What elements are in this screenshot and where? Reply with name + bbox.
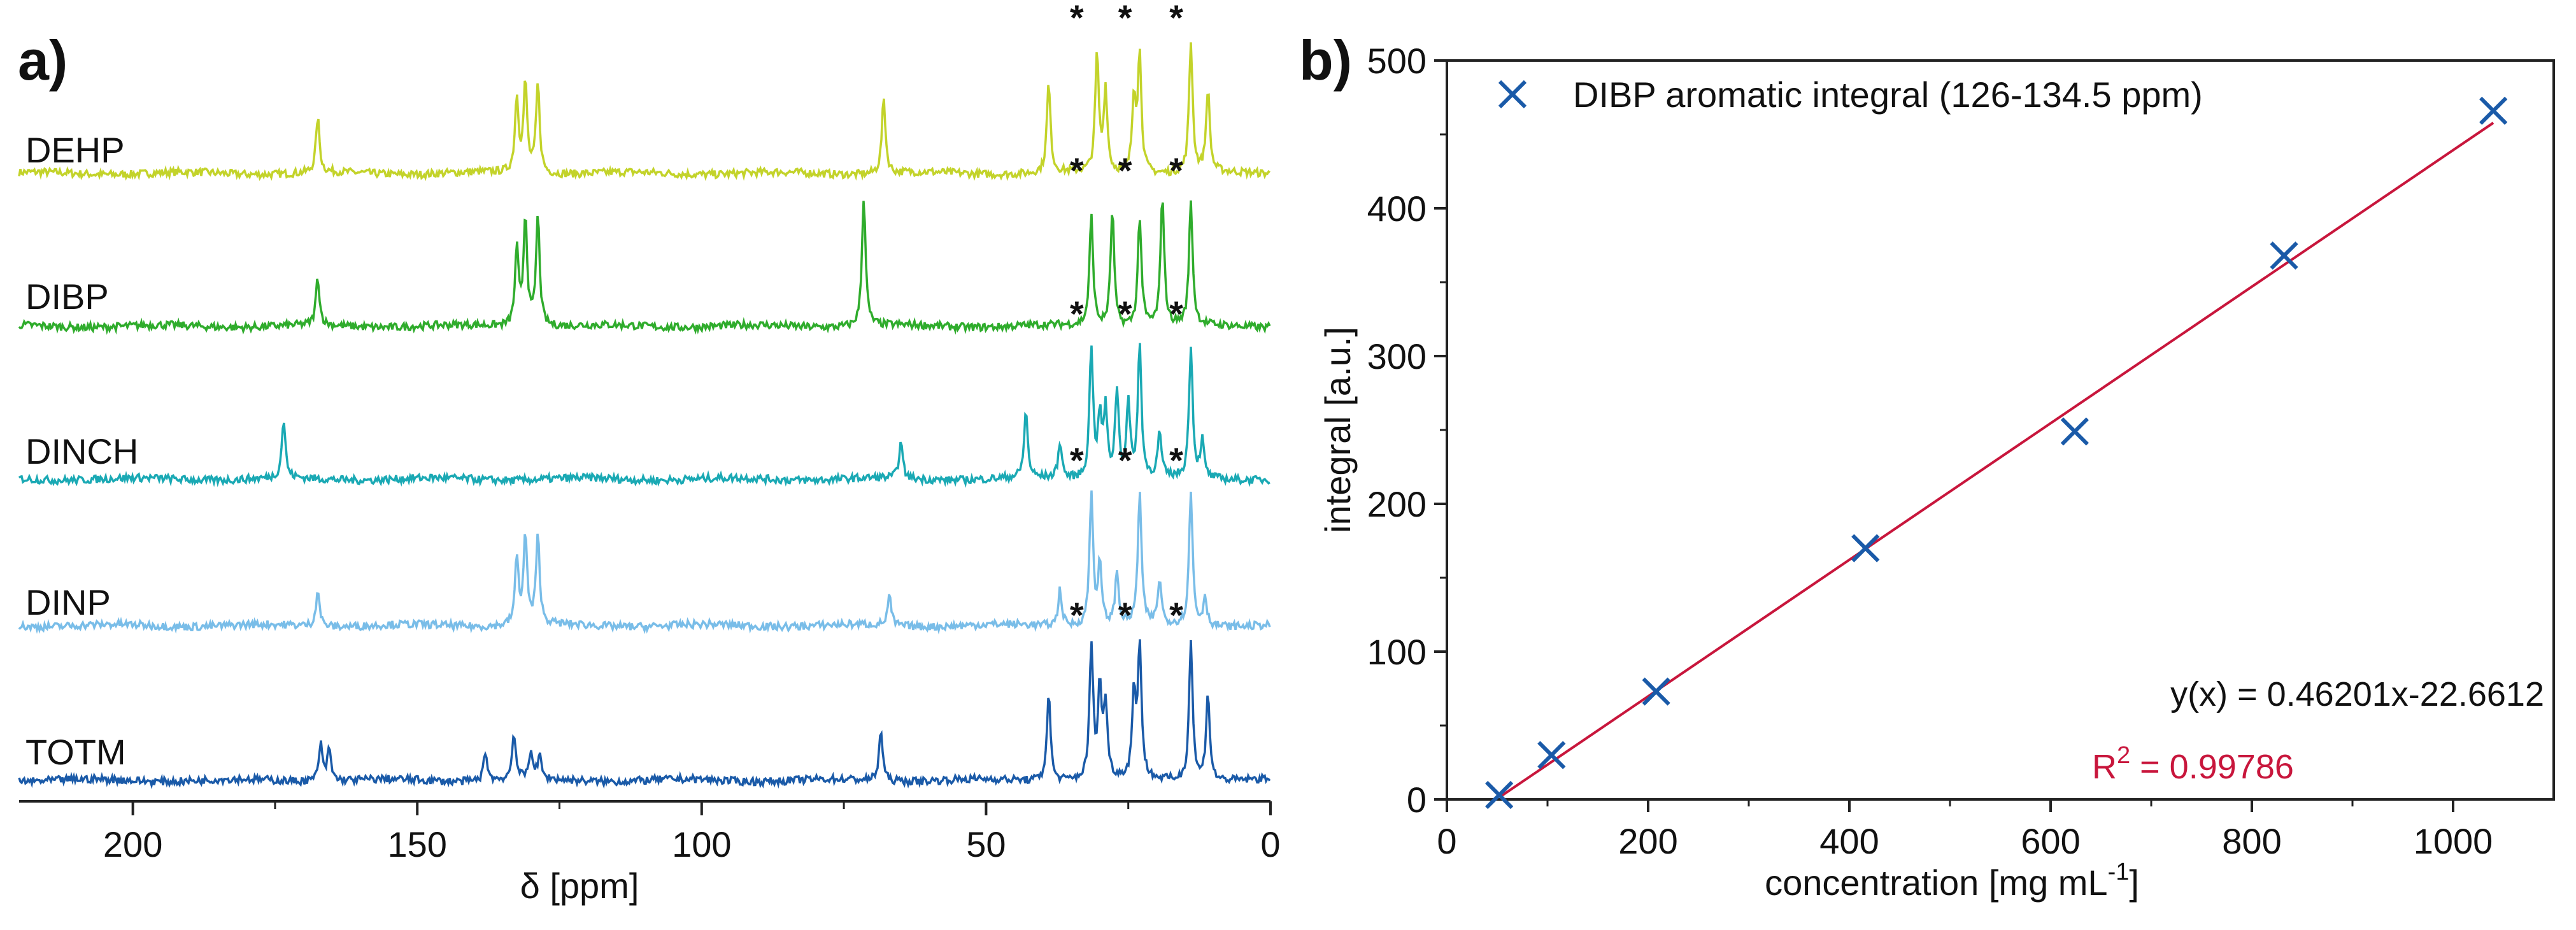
b-y-tick-label: 300	[1367, 336, 1427, 376]
spectrum-label-dinp: DINP	[25, 582, 111, 622]
peak-marker-dibp-1: *	[1118, 150, 1132, 190]
x-label-main: concentration [mg mL	[1765, 862, 2107, 903]
legend-entry-label: DIBP aromatic integral (126-134.5 ppm)	[1573, 75, 2203, 115]
b-x-tick-label: 0	[1437, 821, 1456, 861]
legend-marker-cross	[1498, 80, 1527, 109]
peak-marker-dibp-2: *	[1169, 150, 1183, 190]
a-tick-label: 0	[1260, 824, 1280, 864]
b-x-tick-label: 400	[1819, 821, 1879, 861]
spectrum-dinp	[18, 490, 1271, 634]
scatter-points	[1485, 96, 2508, 810]
x-label-superscript: -1	[2108, 859, 2130, 885]
panel-b-y-ticks: 0 100 200 300 400 500	[1367, 41, 1447, 820]
b-y-tick-label: 0	[1407, 780, 1427, 820]
data-point-0	[1485, 780, 1514, 810]
b-x-tick-label: 1000	[2414, 821, 2493, 861]
peak-marker-dinp-0: *	[1070, 440, 1084, 480]
data-point-6	[2479, 96, 2508, 125]
data-point-2	[1642, 677, 1670, 706]
data-point-5-stroke-b	[2270, 241, 2298, 270]
r2-value: = 0.99786	[2130, 748, 2294, 786]
a-tick-label: 200	[103, 824, 162, 864]
panel-b-y-axis-label: integral [a.u.]	[1318, 327, 1358, 533]
a-tick-label: 100	[672, 824, 731, 864]
data-point-3-stroke-b	[1851, 534, 1880, 562]
spectrum-dehp	[18, 42, 1270, 182]
panel-a-x-axis-label: δ [ppm]	[520, 866, 639, 906]
b-x-tick-label: 800	[2222, 821, 2281, 861]
data-point-1-stroke-b	[1537, 741, 1566, 769]
peak-marker-totm-0: *	[1070, 595, 1084, 635]
spectrum-totm	[18, 639, 1271, 790]
spectrum-dibp	[18, 200, 1271, 335]
legend: DIBP aromatic integral (126-134.5 ppm)	[1498, 75, 2203, 115]
b-y-tick-label: 500	[1367, 41, 1427, 81]
panel-b-calibration-plot: b) 0 100 200 300 400 500 0 200 400 600 800 1000 in…	[1299, 29, 2555, 903]
peak-marker-totm-1: *	[1118, 595, 1132, 635]
data-point-0-stroke-b	[1485, 780, 1514, 810]
b-x-tick-label: 600	[2021, 821, 2080, 861]
a-tick-label: 50	[966, 824, 1006, 864]
panel-b-label: b)	[1299, 29, 1352, 92]
panel-a-x-ticks: 200 150 100 50 0	[103, 801, 1281, 864]
x-label-suffix: ]	[2129, 862, 2139, 903]
b-y-tick-label: 200	[1367, 484, 1427, 524]
b-y-tick-label: 400	[1367, 189, 1427, 229]
data-point-5	[2270, 241, 2298, 270]
legend-marker	[1498, 80, 1527, 109]
peak-marker-totm-2: *	[1169, 595, 1183, 635]
peak-marker-dehp-2: *	[1169, 0, 1183, 38]
nmr-spectra-series	[18, 42, 1271, 790]
peak-marker-dinp-1: *	[1118, 440, 1132, 480]
fit-r-squared: R2 = 0.99786	[2092, 742, 2294, 786]
b-x-tick-label: 200	[1618, 821, 1677, 861]
a-tick-label: 150	[388, 824, 447, 864]
peak-marker-dinp-2: *	[1169, 440, 1183, 480]
b-y-tick-label: 100	[1367, 632, 1427, 672]
peak-marker-dehp-0: *	[1070, 0, 1084, 38]
peak-marker-dinch-2: *	[1169, 294, 1183, 334]
data-point-4-stroke-b	[2060, 417, 2089, 446]
peak-marker-dinch-1: *	[1118, 294, 1132, 334]
panel-b-x-axis-label: concentration [mg mL-1]	[1765, 859, 2139, 903]
panel-b-x-ticks: 0 200 400 600 800 1000	[1437, 799, 2493, 861]
spectrum-label-totm: TOTM	[25, 732, 126, 772]
fit-equation: y(x) = 0.46201x-22.6612	[2170, 675, 2544, 713]
nmr-spectra-labels: DEHP DIBP DINCH DINP TOTM	[25, 130, 138, 772]
peak-marker-dehp-1: *	[1118, 0, 1132, 38]
peak-marker-dinch-0: *	[1070, 294, 1084, 334]
data-point-3	[1851, 534, 1880, 562]
panel-a-label: a)	[18, 29, 68, 92]
data-point-4	[2060, 417, 2089, 446]
data-point-2-stroke-b	[1642, 677, 1670, 706]
spectrum-label-dinch: DINCH	[25, 431, 138, 471]
peak-marker-dibp-0: *	[1070, 150, 1084, 190]
r2-superscript: 2	[2117, 742, 2130, 769]
legend-marker-cross-stroke-b	[1498, 80, 1527, 109]
peak-markers: * * * * * * * * * * * * * * *	[1070, 0, 1183, 635]
r2-label: R	[2092, 748, 2117, 786]
data-point-1	[1537, 741, 1566, 769]
data-point-6-stroke-b	[2479, 96, 2508, 125]
spectrum-label-dibp: DIBP	[25, 276, 109, 317]
spectrum-label-dehp: DEHP	[25, 130, 125, 170]
spectrum-dinch	[18, 343, 1270, 488]
